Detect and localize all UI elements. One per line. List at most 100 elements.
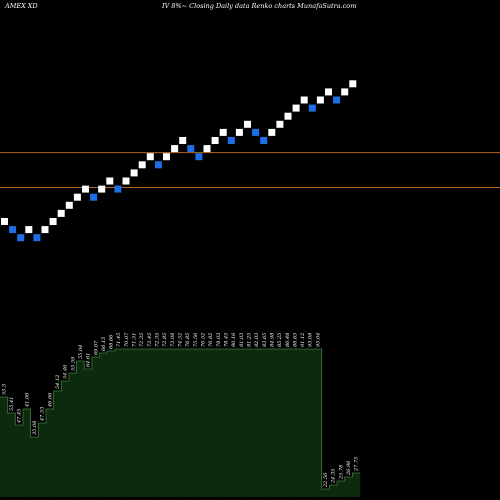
volume-value-label: 76.85 [208,333,214,347]
volume-value-label: 73.08 [170,333,176,347]
renko-down-brick [260,137,268,144]
volume-bar [38,423,47,497]
volume-value-label: 78.45 [224,333,230,347]
volume-bar [329,485,338,497]
renko-up-brick [316,96,324,104]
chart-symbol: AMEX XD [4,2,38,10]
renko-up-brick [1,218,8,225]
renko-down-brick [195,153,203,161]
volume-value-label: 71.51 [132,333,138,347]
volume-value-label: 41.06 [24,392,30,408]
volume-bar [114,349,123,497]
volume-bar [61,381,70,497]
renko-up-brick [300,96,308,104]
renko-down-brick [9,226,17,234]
volume-bar [99,353,108,497]
volume-bar [283,349,292,497]
volume-bar [214,349,223,497]
volume-value-label: 54.12 [55,375,61,389]
renko-up-brick [98,185,106,193]
volume-bar [76,361,85,497]
volume-bar [191,349,200,497]
volume-value-label: 72.35 [139,333,145,347]
volume-value-label: 73.45 [147,333,153,347]
volume-value-label: 46.06 [47,392,53,408]
reference-levels [0,152,500,188]
volume-value-label: 47.53 [40,407,46,422]
renko-down-brick [114,185,122,193]
volume-value-label: 84.98 [269,333,275,347]
volume-bar [275,349,284,497]
volume-value-label: 55.3 [1,384,7,395]
volume-value-label: 86.48 [285,333,291,347]
renko-up-brick [106,177,114,185]
volume-bar [168,349,177,497]
volume-value-label: 55.59 [70,356,76,371]
renko-down-brick [308,104,316,112]
volume-value-label: 76.52 [201,333,207,347]
volume-value-label: 25.78 [338,465,344,480]
volume-value-label: 74.52 [178,333,184,347]
renko-down-brick [154,161,162,169]
renko-up-brick [57,209,65,217]
renko-up-brick [219,128,227,136]
volume-bar [145,349,154,497]
renko-up-brick [49,218,57,225]
volume-bar [53,391,62,497]
renko-down-brick [90,193,98,201]
volume-bar [122,349,131,497]
volume-bar [321,489,330,497]
renko-up-brick [203,145,211,153]
volume-bar [160,349,169,497]
renko-up-brick [244,120,251,128]
volume-bar [91,357,100,497]
renko-up-brick [276,120,284,128]
volume-bar [0,397,8,497]
volume-value-label: 64.61 [86,353,92,367]
volume-value-label: 83.65 [262,333,268,347]
renko-down-brick [17,234,25,242]
volume-value-label: 26.96 [346,460,352,476]
volume-bar [7,413,16,497]
renko-up-brick [341,88,349,96]
renko-down-brick [227,137,235,144]
volume-bar [153,349,162,497]
volume-value-label: 82.03 [254,333,260,347]
volume-bar [260,349,269,497]
volume-bar [183,349,192,497]
volume-bar [23,409,31,497]
volume-value-label: 93.08 [308,333,314,347]
volume-value-label: 76.85 [185,333,191,347]
renko-up-brick [146,153,154,161]
volume-value-label: 35.08 [32,421,38,435]
renko-up-brick [82,185,89,193]
renko-up-brick [349,80,357,88]
volume-bar [314,349,322,497]
volume-bar [268,349,276,497]
volume-bar [15,425,24,497]
renko-up-brick [73,193,81,201]
volume-bar [298,349,307,497]
volume-bar [229,349,238,497]
renko-up-brick [171,145,179,153]
volume-bar [352,473,361,497]
volume-bar [107,351,116,497]
volume-labels: 55.355.4147.4541.0635.0847.5346.0654.125… [1,332,359,488]
volume-value-label: 72.35 [155,333,161,347]
volume-value-label: 72.85 [162,333,168,347]
renko-up-brick [41,226,49,234]
volume-value-label: 95.04 [315,333,321,347]
volume-value-label: 66.15 [101,337,107,351]
renko-down-brick [187,145,195,153]
volume-bar [137,349,146,497]
volume-bar [84,369,93,497]
volume-value-label: 81.03 [239,333,245,347]
volume-value-label: 24.35 [331,469,337,484]
renko-up-brick [25,226,33,234]
renko-up-brick [130,169,138,177]
volume-value-label: 71.45 [116,333,122,347]
volume-bar [337,481,345,497]
volume-value-label: 81.25 [247,333,253,347]
renko-up-brick [235,128,243,136]
